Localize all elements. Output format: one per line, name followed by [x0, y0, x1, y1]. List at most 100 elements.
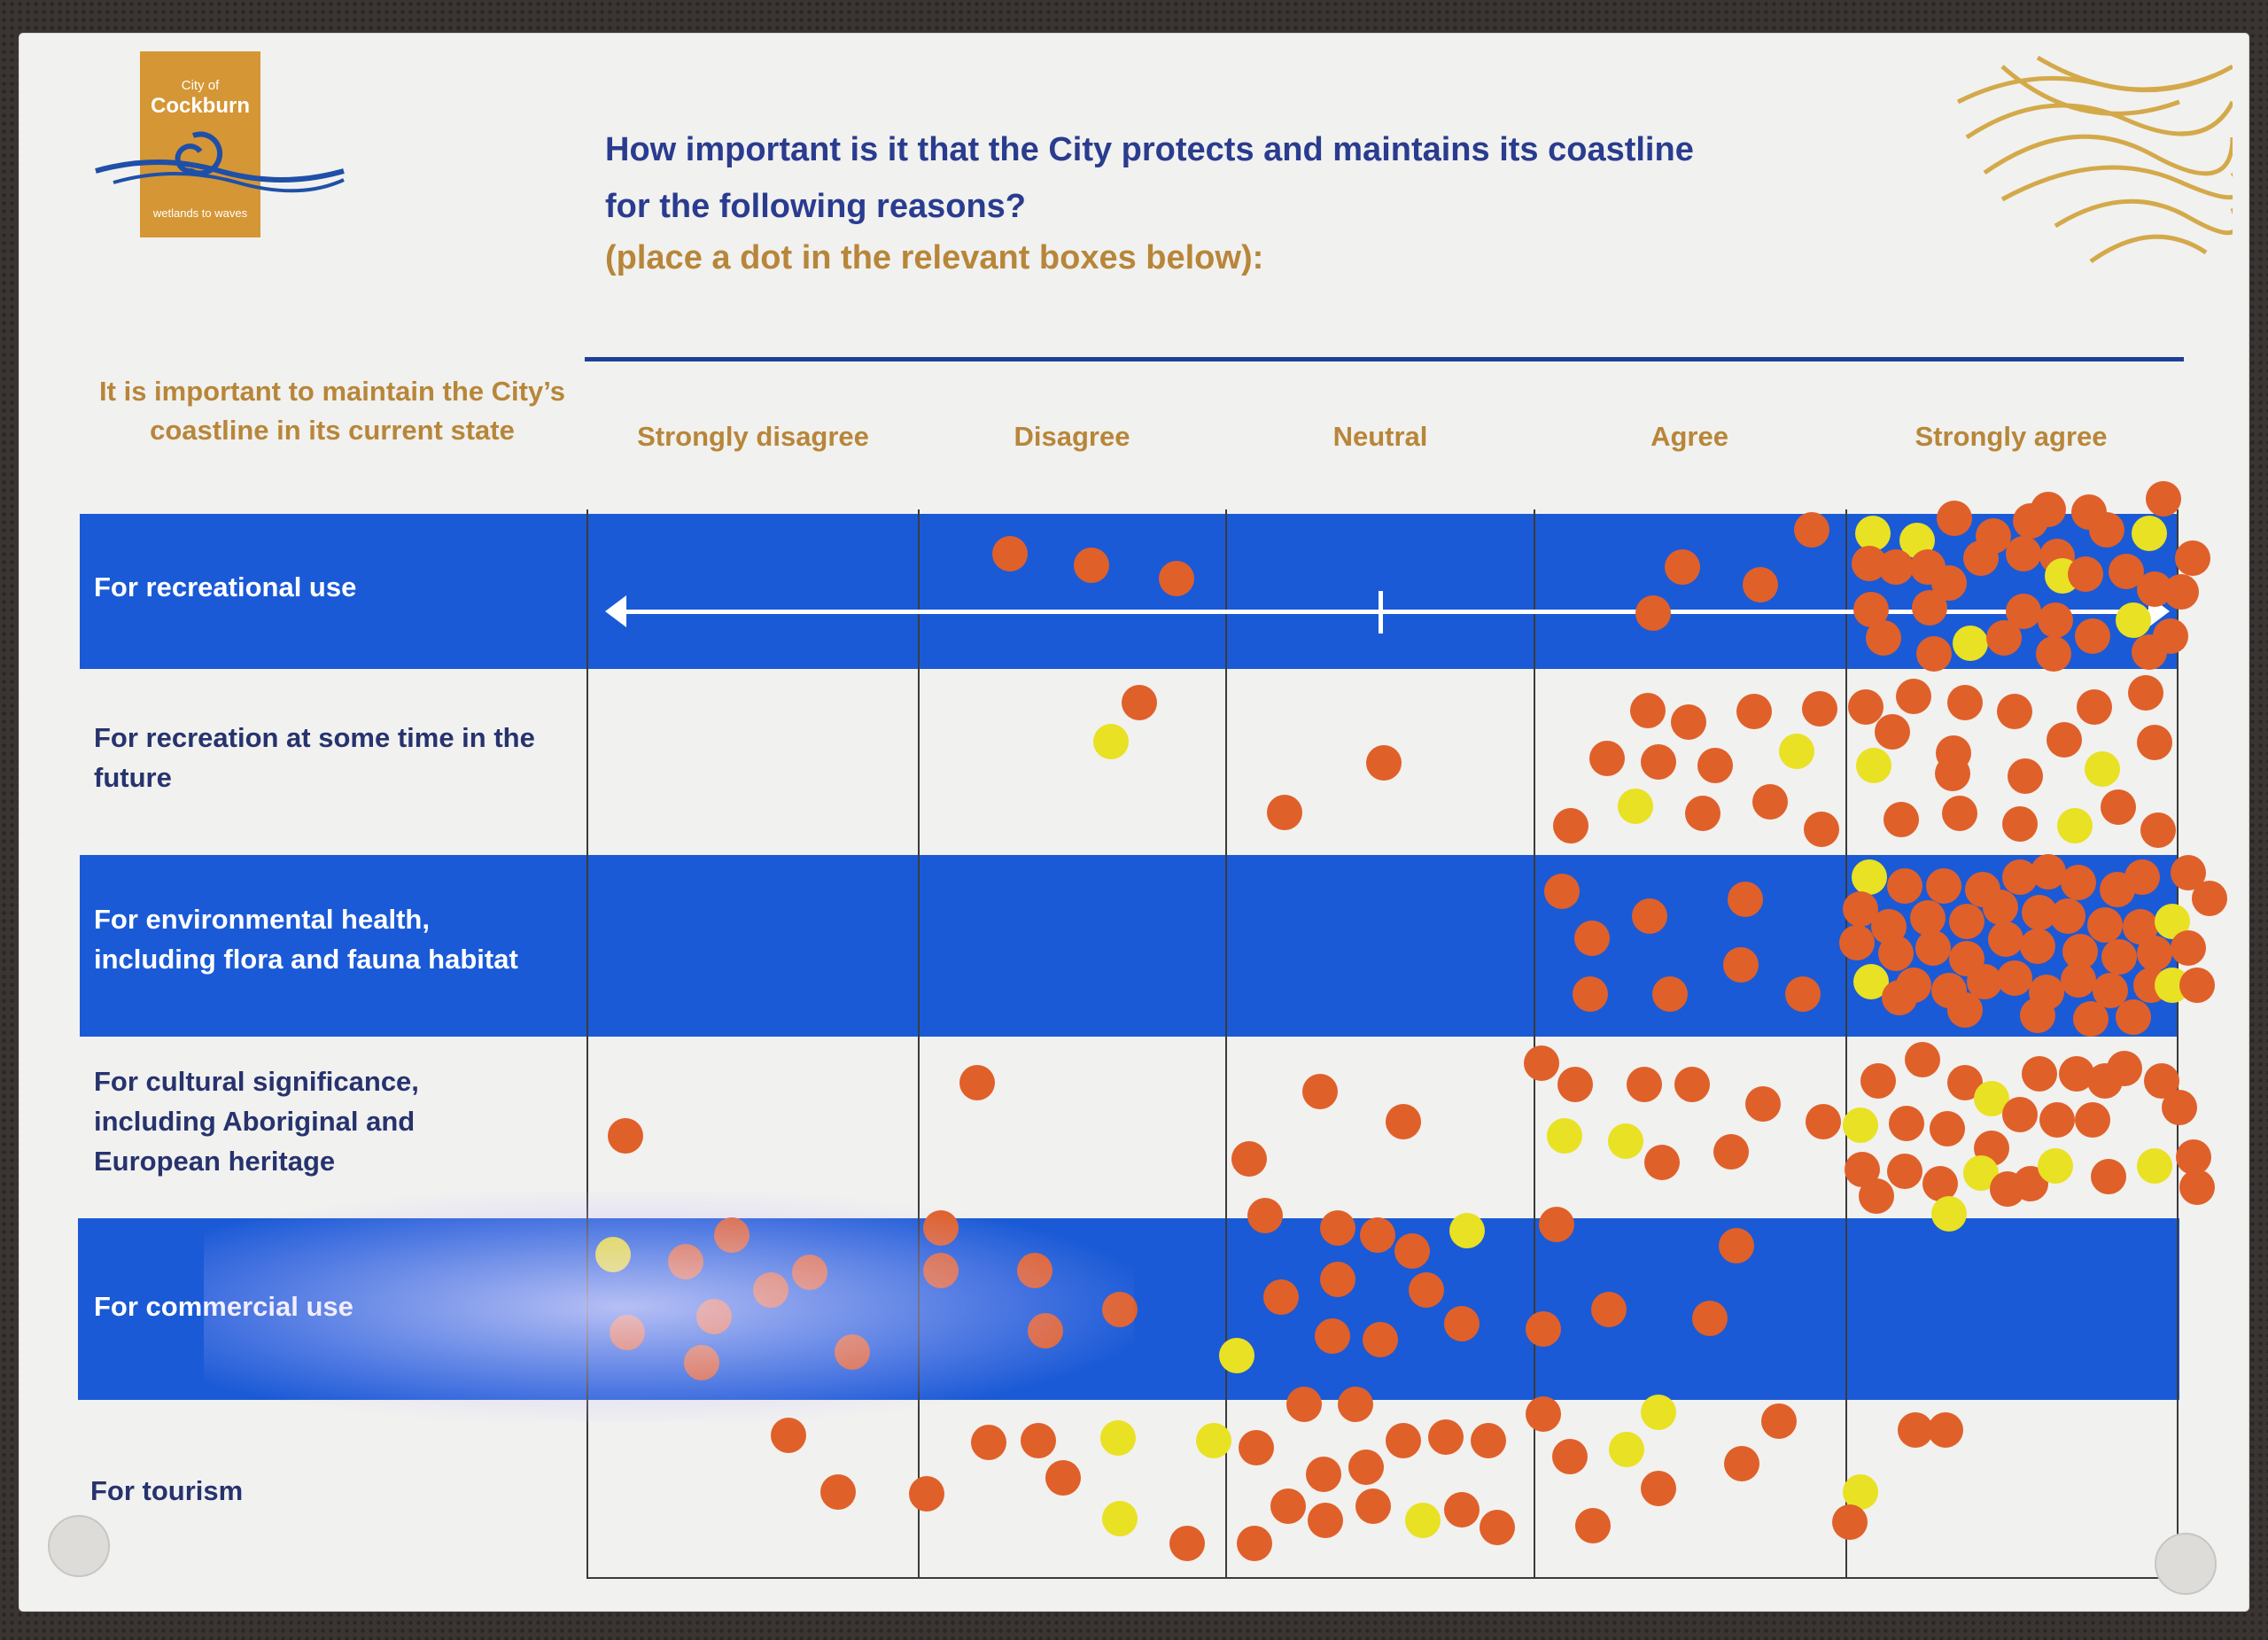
- orange-sticker-dot: [2006, 594, 2041, 629]
- orange-sticker-dot: [2061, 865, 2096, 900]
- orange-sticker-dot: [2101, 939, 2137, 975]
- orange-sticker-dot: [1270, 1488, 1306, 1524]
- orange-sticker-dot: [1887, 868, 1922, 904]
- orange-sticker-dot: [2176, 1139, 2211, 1175]
- orange-sticker-dot: [1544, 874, 1580, 909]
- orange-sticker-dot: [1355, 1488, 1391, 1524]
- orange-sticker-dot: [1231, 1141, 1267, 1177]
- orange-sticker-dot: [1315, 1318, 1350, 1354]
- orange-sticker-dot: [1524, 1045, 1559, 1081]
- orange-sticker-dot: [1302, 1074, 1338, 1109]
- orange-sticker-dot: [2020, 998, 2055, 1033]
- orange-sticker-dot: [1745, 1086, 1781, 1122]
- orange-sticker-dot: [1237, 1526, 1272, 1561]
- orange-sticker-dot: [1942, 796, 1977, 831]
- orange-sticker-dot: [1045, 1460, 1081, 1496]
- yellow-sticker-dot: [1855, 516, 1891, 551]
- yellow-sticker-dot: [2132, 516, 2167, 551]
- orange-sticker-dot: [1159, 561, 1194, 596]
- orange-sticker-dot: [2132, 634, 2167, 670]
- orange-sticker-dot: [2179, 968, 2215, 1003]
- orange-sticker-dot: [1802, 691, 1837, 727]
- orange-sticker-dot: [1983, 890, 2018, 925]
- yellow-sticker-dot: [2038, 1148, 2073, 1184]
- logo-city-text: City of: [181, 78, 220, 93]
- orange-sticker-dot: [1028, 1313, 1063, 1349]
- yellow-sticker-dot: [1608, 1123, 1643, 1159]
- logo-name-text: Cockburn: [150, 94, 250, 118]
- orange-sticker-dot: [2022, 1056, 2057, 1092]
- orange-sticker-dot: [1898, 1412, 1933, 1448]
- orange-sticker-dot: [1947, 992, 1983, 1028]
- row-header-title: It is important to maintain the City’s c…: [99, 376, 565, 446]
- orange-sticker-dot: [2020, 929, 2055, 964]
- orange-sticker-dot: [1848, 689, 1884, 725]
- orange-sticker-dot: [1922, 1166, 1958, 1201]
- decorative-lines-icon: [1956, 55, 2233, 264]
- orange-sticker-dot: [1713, 1134, 1749, 1170]
- yellow-sticker-dot: [1100, 1420, 1136, 1456]
- row-label-line: For cultural significance,: [94, 1066, 419, 1097]
- yellow-sticker-dot: [2137, 1148, 2172, 1184]
- yellow-sticker-dot: [2057, 808, 2093, 843]
- yellow-sticker-dot: [1843, 1108, 1878, 1143]
- yellow-sticker-dot: [1405, 1503, 1441, 1538]
- orange-sticker-dot: [1386, 1104, 1421, 1139]
- orange-sticker-dot: [1348, 1450, 1384, 1485]
- orange-sticker-dot: [1937, 501, 1972, 536]
- orange-sticker-dot: [1947, 685, 1983, 720]
- row-label-recreational-use: For recreational use: [94, 567, 590, 607]
- row-label-line: including Aboriginal and: [94, 1106, 416, 1137]
- orange-sticker-dot: [1671, 704, 1706, 740]
- orange-sticker-dot: [1652, 976, 1688, 1012]
- orange-sticker-dot: [2008, 758, 2043, 794]
- row-label-tourism: For tourism: [90, 1471, 586, 1511]
- orange-sticker-dot: [1905, 1042, 1940, 1077]
- orange-sticker-dot: [2107, 1051, 2142, 1086]
- orange-sticker-dot: [1267, 795, 1302, 830]
- row-label-line: future: [94, 762, 172, 793]
- scale-arrow-line: [611, 610, 2162, 614]
- yellow-sticker-dot: [1449, 1213, 1485, 1248]
- orange-sticker-dot: [1928, 1412, 1963, 1448]
- row-label-line: For commercial use: [94, 1291, 353, 1322]
- column-header-strongly-agree: Strongly agree: [1915, 421, 2108, 452]
- orange-sticker-dot: [2061, 962, 2096, 998]
- orange-sticker-dot: [1366, 745, 1402, 781]
- orange-sticker-dot: [1930, 1111, 1965, 1146]
- orange-sticker-dot: [771, 1418, 806, 1453]
- orange-sticker-dot: [1697, 748, 1733, 783]
- orange-sticker-dot: [1021, 1423, 1056, 1458]
- orange-sticker-dot: [1685, 796, 1720, 831]
- row-label-cultural-significance: For cultural significance, including Abo…: [94, 1061, 590, 1181]
- orange-sticker-dot: [1963, 540, 1999, 576]
- orange-sticker-dot: [1526, 1311, 1561, 1347]
- orange-sticker-dot: [2128, 675, 2163, 711]
- orange-sticker-dot: [1832, 1504, 1868, 1540]
- question-line2: for the following reasons?: [605, 188, 1027, 225]
- orange-sticker-dot: [684, 1345, 719, 1380]
- orange-sticker-dot: [1990, 1171, 2025, 1207]
- column-header-neutral: Neutral: [1332, 421, 1428, 452]
- orange-sticker-dot: [1988, 921, 2023, 957]
- yellow-sticker-dot: [2116, 602, 2151, 638]
- orange-sticker-dot: [1122, 685, 1157, 720]
- orange-sticker-dot: [2073, 1001, 2109, 1037]
- orange-sticker-dot: [2087, 907, 2123, 943]
- orange-sticker-dot: [1806, 1104, 1841, 1139]
- orange-sticker-dot: [1306, 1457, 1341, 1492]
- orange-sticker-dot: [923, 1253, 959, 1288]
- orange-sticker-dot: [1875, 714, 1910, 750]
- band-recreational-use: [80, 514, 2178, 669]
- orange-sticker-dot: [1320, 1262, 1355, 1297]
- orange-sticker-dot: [2039, 1102, 2075, 1138]
- orange-sticker-dot: [1074, 548, 1109, 583]
- orange-sticker-dot: [1916, 636, 1952, 672]
- orange-sticker-dot: [1263, 1279, 1299, 1315]
- orange-sticker-dot: [2137, 725, 2172, 760]
- orange-sticker-dot: [909, 1476, 944, 1512]
- grid-line: [1845, 509, 1847, 1577]
- orange-sticker-dot: [1386, 1423, 1421, 1458]
- orange-sticker-dot: [1935, 756, 1970, 791]
- grid-line: [918, 509, 920, 1577]
